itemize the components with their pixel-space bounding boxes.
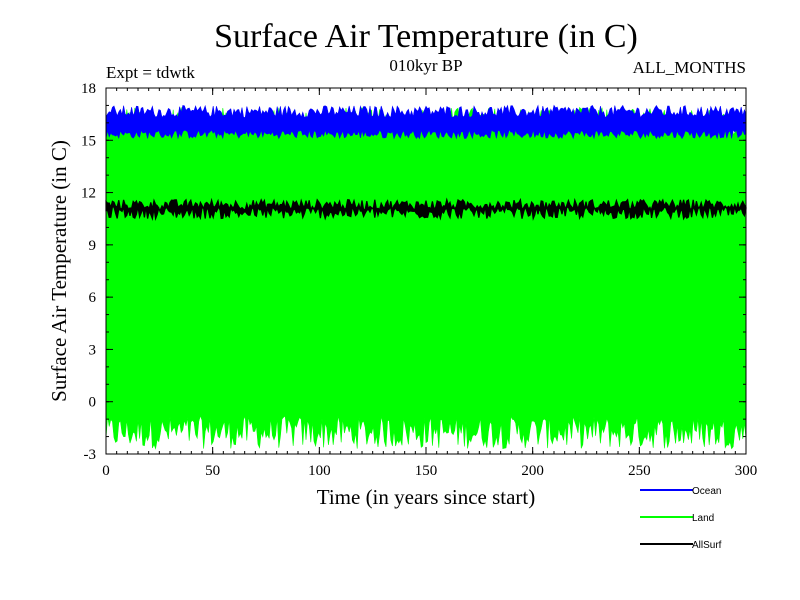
y-tick-label: 15	[81, 133, 96, 149]
y-tick-label: 3	[89, 342, 97, 358]
legend: Ocean Land AllSurf	[640, 486, 722, 551]
plot-frame	[105, 87, 747, 455]
y-tick-label: -3	[84, 447, 97, 463]
x-tick-label: 250	[628, 463, 651, 479]
legend-label-land: Land	[692, 513, 714, 524]
legend-label-ocean: Ocean	[692, 486, 721, 497]
y-tick-label: 18	[81, 81, 96, 97]
y-tick-label: 12	[81, 186, 96, 202]
y-axis-label: Surface Air Temperature (in C)	[47, 140, 71, 402]
x-tick-label: 0	[102, 463, 110, 479]
x-tick-label: 200	[521, 463, 544, 479]
x-axis-label: Time (in years since start)	[317, 485, 536, 509]
y-tick-label: 0	[89, 395, 97, 411]
legend-label-allsurf: AllSurf	[692, 540, 722, 551]
y-tick-label: 6	[89, 290, 97, 306]
period-label: 010kyr BP	[389, 56, 462, 75]
experiment-label: Expt = tdwtk	[106, 63, 195, 82]
x-tick-label: 300	[735, 463, 758, 479]
x-tick-label: 50	[205, 463, 220, 479]
series-layer	[105, 104, 747, 450]
chart-title: Surface Air Temperature (in C)	[214, 18, 638, 55]
y-tick-label: 9	[89, 238, 97, 254]
x-tick-label: 100	[308, 463, 331, 479]
series-land	[105, 106, 747, 450]
x-tick-label: 150	[415, 463, 438, 479]
months-label: ALL_MONTHS	[633, 58, 746, 77]
ticks-layer: 0 50 100 150 200 250 300 -3 0 3 6 9 12 15 18	[81, 81, 757, 479]
